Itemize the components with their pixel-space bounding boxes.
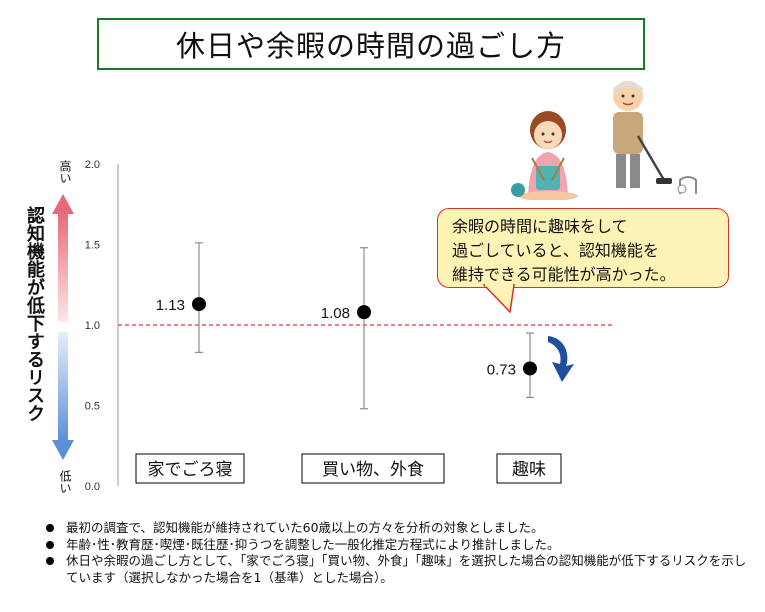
footnote-text: 年齢･性･教育歴･喫煙･既往歴･抑うつを調整した一般化推定方程式により推計しまし… [66,536,560,552]
y-tick-label: 1.5 [85,240,100,252]
data-point [523,361,537,376]
y-tick-label: 0.0 [85,481,100,493]
footnote-item: 最初の調査で、認知機能が維持されていた60歳以上の方々を分析の対象としました。 [40,520,755,537]
category-label: 買い物、外食 [322,460,424,480]
decrease-arrow-icon [548,336,574,382]
footnote-item: 年齢･性･教育歴･喫煙･既往歴･抑うつを調整した一般化推定方程式により推計しまし… [40,537,755,554]
callout-line: 維持できる可能性が高かった。 [452,265,676,284]
risk-high-arrow [52,194,74,322]
y-tick-label: 1.0 [85,320,100,332]
category-label: 家でごろ寝 [148,459,233,480]
category-box [135,453,245,484]
y-axis-title: 認知機能が低下するリスク [24,206,45,422]
bullet-icon [46,524,54,532]
page-title: 休日や余暇の時間の過ごし方 [97,18,645,70]
finding-callout: 余暇の時間に趣味をして 過ごしていると、認知機能を 維持できる可能性が高かった。 [437,208,729,288]
footnote-text: 最初の調査で、認知機能が維持されていた60歳以上の方々を分析の対象としました。 [66,520,544,535]
footnote-text: 休日や余暇の過ごし方として、「家でごろ寝」「買い物、外食」「趣味」を選択した場合… [66,553,747,585]
y-high-label: 高い [58,160,72,184]
callout-pointer [482,284,515,314]
footnote-item: 休日や余暇の過ごし方として、「家でごろ寝」「買い物、外食」「趣味」を選択した場合… [40,553,755,586]
data-label: 1.08 [321,305,350,322]
data-point [357,305,371,320]
bullet-icon [46,540,54,549]
bullet-icon [46,557,54,565]
y-tick-label: 0.5 [85,401,100,413]
y-low-label: 低い [58,470,72,494]
data-label: 0.73 [487,361,516,378]
gateball-man-illustration [612,81,697,194]
risk-low-arrow [52,332,74,460]
category-box [301,453,445,484]
data-point [192,297,206,312]
callout-line: 余暇の時間に趣味をして [452,217,628,236]
callout-line: 過ごしていると、認知機能を [452,241,659,260]
knitting-woman-illustration [511,111,578,200]
y-tick-label: 2.0 [85,159,100,171]
footnotes: 最初の調査で、認知機能が維持されていた60歳以上の方々を分析の対象としました。 … [40,520,755,586]
data-label: 1.13 [156,297,185,314]
category-label: 趣味 [512,460,546,480]
category-box [496,453,562,484]
